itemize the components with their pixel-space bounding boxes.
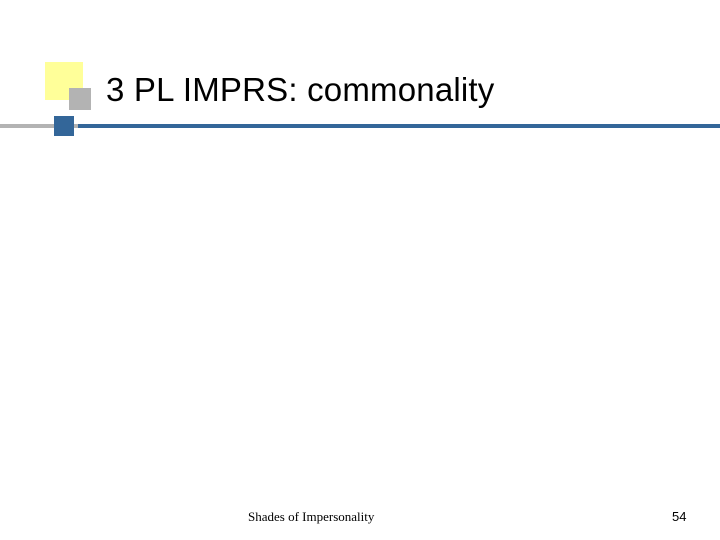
title-underline-right [78,124,720,128]
accent-square-gray [69,88,91,110]
slide-title: 3 PL IMPRS: commonality [106,71,495,109]
footer-text: Shades of Impersonality [248,509,374,525]
page-number: 54 [672,509,686,524]
slide: 3 PL IMPRS: commonality Shades of Impers… [0,0,720,540]
accent-square-navy [54,116,74,136]
